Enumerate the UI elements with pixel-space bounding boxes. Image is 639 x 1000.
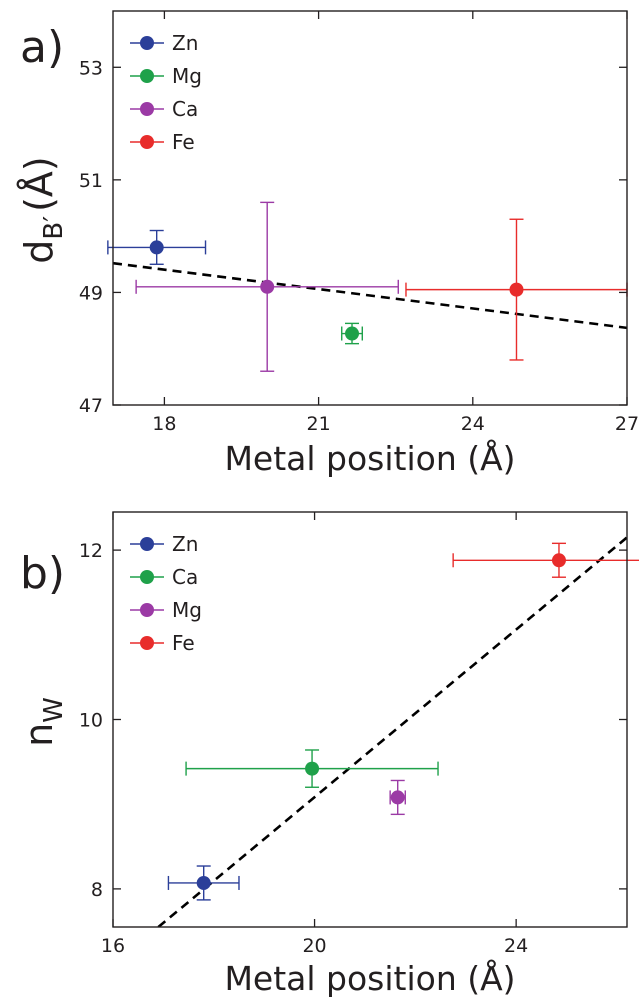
panel-label: b)	[20, 548, 65, 599]
series-ca	[185, 749, 439, 788]
series-fe	[452, 542, 639, 578]
legend-marker	[140, 135, 154, 149]
data-point-zn	[149, 240, 164, 255]
plot-frame	[112, 10, 628, 406]
fit-line	[113, 261, 627, 330]
legend-entry-fe: Fe	[130, 130, 195, 154]
panel-label: a)	[20, 22, 64, 73]
legend-entry-zn: Zn	[130, 532, 198, 556]
legend-marker	[140, 36, 154, 50]
fit-line	[157, 536, 627, 927]
legend-marker	[140, 537, 154, 551]
y-axis-label-subscript: W	[39, 697, 69, 723]
legend-label: Mg	[172, 64, 202, 88]
panel-a: a) 18 21 24 27 47 49 51 53 Metal position (Å) dB′ (…	[17, 10, 639, 478]
panel-b: b) 16 20 24 8 10 12 Metal position (Å) nW Zn Ca Mg F…	[17, 511, 639, 998]
x-tick-label: 27	[615, 413, 639, 435]
legend-entry-ca: Ca	[130, 97, 198, 121]
legend-label: Zn	[172, 532, 198, 556]
x-tick-label: 21	[307, 413, 331, 435]
data-point-ca	[260, 279, 275, 294]
y-tick-label: 8	[91, 879, 103, 901]
legend-label: Ca	[172, 565, 198, 589]
series-zn	[107, 229, 207, 265]
y-tick-label: 12	[79, 540, 103, 562]
series-fe	[405, 218, 628, 361]
legend-marker	[140, 636, 154, 650]
series-mg	[389, 779, 406, 816]
y-tick-label: 10	[79, 710, 103, 732]
data-point-mg	[390, 790, 405, 805]
y-axis-label: dB′ (Å)	[17, 156, 69, 264]
legend-entry-ca: Ca	[130, 565, 198, 589]
legend-marker	[140, 102, 154, 116]
series-zn	[167, 865, 240, 901]
data-point-fe	[509, 282, 524, 297]
x-tick-label: 16	[101, 935, 125, 957]
y-tick-label: 47	[79, 395, 103, 417]
legend-label: Fe	[172, 130, 195, 154]
legend-entry-zn: Zn	[130, 31, 198, 55]
series-ca	[135, 201, 399, 372]
y-axis-label-unit: (Å)	[17, 156, 61, 212]
y-axis-label-main: d	[17, 240, 61, 264]
data-point-ca	[305, 761, 320, 776]
legend-entry-mg: Mg	[130, 64, 202, 88]
legend-label: Fe	[172, 631, 195, 655]
x-tick-label: 18	[152, 413, 176, 435]
legend-marker	[140, 570, 154, 584]
legend-label: Zn	[172, 31, 198, 55]
y-axis-label-subscript: B′	[39, 216, 69, 240]
x-axis-label: Metal position (Å)	[224, 438, 515, 478]
x-axis-label: Metal position (Å)	[224, 958, 515, 998]
legend-marker	[140, 69, 154, 83]
x-tick-label: 20	[302, 935, 326, 957]
y-tick-label: 51	[79, 170, 103, 192]
y-tick-label: 53	[79, 57, 103, 79]
legend-entry-fe: Fe	[130, 631, 195, 655]
data-point-zn	[196, 875, 211, 890]
legend-label: Ca	[172, 97, 198, 121]
x-tick-label: 24	[461, 413, 485, 435]
data-point-fe	[551, 553, 566, 568]
data-point-mg	[345, 326, 360, 341]
legend-entry-mg: Mg	[130, 598, 202, 622]
legend-label: Mg	[172, 598, 202, 622]
y-axis-label: nW	[17, 697, 69, 747]
legend-marker	[140, 603, 154, 617]
y-tick-label: 49	[79, 282, 103, 304]
x-tick-label: 24	[504, 935, 528, 957]
y-axis-label-main: n	[17, 723, 61, 747]
series-mg	[341, 322, 363, 345]
